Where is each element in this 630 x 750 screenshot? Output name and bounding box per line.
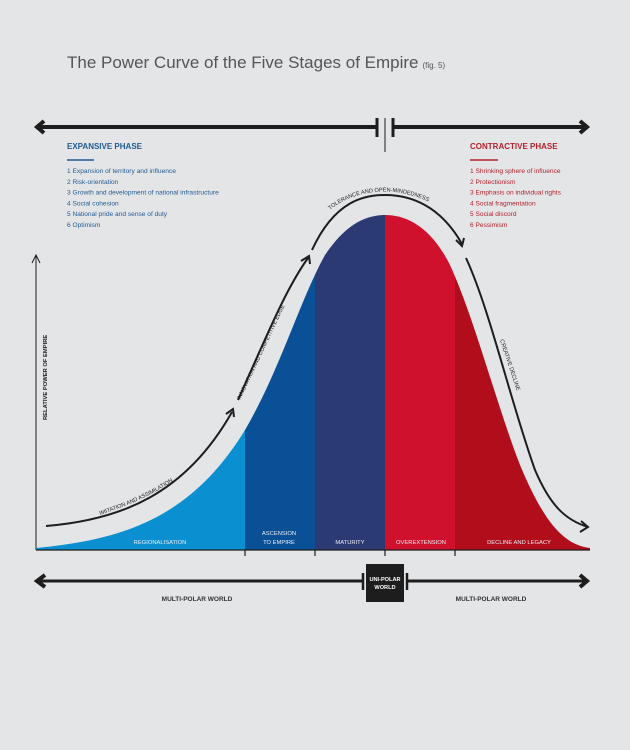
stage-ascension-area <box>245 215 315 550</box>
list-item: 5 National pride and sense of duty <box>67 211 168 218</box>
stage-label: REGIONALISATION <box>134 540 187 546</box>
trajectory-arrows <box>45 193 590 533</box>
expansive-heading: EXPANSIVE PHASE <box>67 142 143 151</box>
contractive-heading: CONTRACTIVE PHASE <box>470 142 558 151</box>
expansive-list: 1 Expansion of territory and influence 2… <box>67 168 219 229</box>
stage-label: OVEREXTENSION <box>396 540 446 546</box>
uni-polar-box <box>366 564 404 602</box>
list-item: 1 Shrinking sphere of influence <box>470 168 561 175</box>
uni-polar-label: UNI-POLAR <box>369 577 400 583</box>
list-item: 1 Expansion of territory and influence <box>67 168 176 175</box>
imitation-label: IMITATION AND ASSIMILATION <box>99 478 174 517</box>
contractive-list: 1 Shrinking sphere of influence 2 Protec… <box>470 168 562 229</box>
list-item: 2 Risk-orientation <box>67 179 119 186</box>
power-curve-area <box>36 215 590 550</box>
list-item: 4 Social fragmentation <box>470 201 536 208</box>
stage-label: MATURITY <box>335 540 364 546</box>
y-axis <box>31 253 41 550</box>
diagram-title: The Power Curve of the Five Stages of Em… <box>67 53 446 72</box>
list-item: 4 Social cohesion <box>67 201 119 208</box>
multi-polar-right-label: MULTI-POLAR WORLD <box>456 596 527 603</box>
stage-overextension-area <box>385 215 455 550</box>
stage-maturity-area <box>315 215 385 550</box>
phase-arrow <box>33 118 591 152</box>
list-item: 6 Pessimism <box>470 222 508 229</box>
list-item: 5 Social discord <box>470 211 517 218</box>
list-item: 6 Optimism <box>67 222 101 229</box>
list-item: 2 Protectionism <box>470 179 516 186</box>
stage-decline-area <box>455 215 590 550</box>
polarity-arrow <box>33 573 591 590</box>
stage-ticks <box>244 550 456 556</box>
multi-polar-left-label: MULTI-POLAR WORLD <box>162 596 233 603</box>
stage-label: DECLINE AND LEGACY <box>487 540 551 546</box>
stage-label: ASCENSION <box>262 531 296 537</box>
y-axis-label: RELATIVE POWER OF EMPIRE <box>43 335 49 420</box>
list-item: 3 Growth and development of national inf… <box>67 190 219 197</box>
list-item: 3 Emphasis on individual rights <box>470 190 562 197</box>
uni-polar-label: WORLD <box>374 585 395 591</box>
stage-labels: REGIONALISATION ASCENSION TO EMPIRE MATU… <box>134 531 551 546</box>
stage-label: TO EMPIRE <box>263 540 295 546</box>
